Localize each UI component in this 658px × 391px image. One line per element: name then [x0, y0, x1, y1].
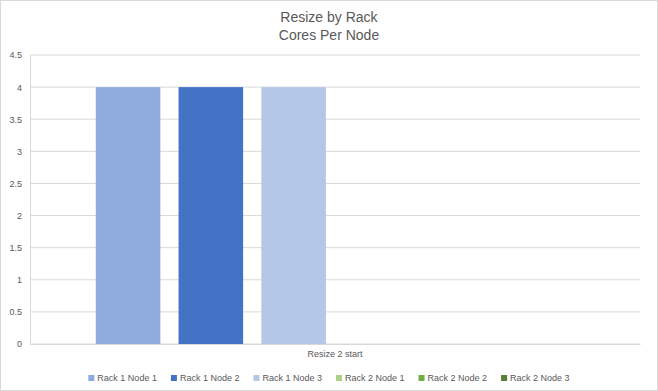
y-tick: 4.5 — [9, 50, 30, 60]
x-axis-line — [31, 344, 641, 345]
legend-swatch — [419, 375, 425, 381]
legend-swatch — [88, 375, 94, 381]
bars — [96, 87, 326, 344]
y-tick-label: 4 — [17, 82, 22, 92]
y-tick: 4 — [17, 82, 30, 92]
x-tick: Resize 2 start — [307, 344, 363, 359]
y-tick: 0.5 — [9, 307, 30, 317]
y-tick-label: 0.5 — [9, 307, 22, 317]
chart-border — [1, 1, 658, 391]
y-tick: 0 — [17, 339, 30, 349]
y-tick: 2.5 — [9, 179, 30, 189]
y-tick-label: 3.5 — [9, 115, 22, 125]
chart: Resize by Rack Cores Per Node 0 0.5 1 1.5 2 2.5… — [0, 0, 658, 391]
y-tick-label: 1.5 — [9, 243, 22, 253]
legend-label: Rack 1 Node 3 — [262, 373, 322, 383]
title: Resize by Rack — [280, 9, 378, 25]
legend-item: Rack 1 Node 1 — [88, 373, 157, 383]
y-tick-label: 0 — [17, 339, 22, 349]
y-tick: 3 — [17, 147, 30, 157]
y-tick: 1.5 — [9, 243, 30, 253]
legend-label: Rack 1 Node 2 — [180, 373, 240, 383]
y-tick-label: 4.5 — [9, 50, 22, 60]
bar — [179, 87, 244, 344]
y-axis: 0 0.5 1 1.5 2 2.5 3 3.5 4 4.5 — [9, 50, 30, 349]
y-tick-label: 2.5 — [9, 179, 22, 189]
y-axis-line — [30, 56, 31, 345]
legend-label: Rack 1 Node 1 — [97, 373, 157, 383]
series — [179, 87, 244, 344]
y-tick-label: 2 — [17, 211, 22, 221]
legend: Rack 1 Node 1 Rack 1 Node 2 Rack 1 Node 3 R… — [88, 373, 569, 383]
legend-item: Rack 1 Node 2 — [171, 373, 240, 383]
grid — [30, 55, 640, 344]
y-tick: 2 — [17, 211, 30, 221]
plot: 0 0.5 1 1.5 2 2.5 3 3.5 4 4.5 Resize 2 start — [9, 50, 640, 359]
series — [96, 87, 161, 344]
legend-label: Rack 2 Node 2 — [428, 373, 488, 383]
legend-label: Rack 2 Node 1 — [345, 373, 405, 383]
y-tick-label: 3 — [17, 147, 22, 157]
x-tick-label: Resize 2 start — [307, 349, 363, 359]
legend-swatch — [501, 375, 507, 381]
legend-swatch — [336, 375, 342, 381]
subtitle: Cores Per Node — [279, 27, 380, 43]
bar — [510, 344, 575, 345]
legend-swatch — [253, 375, 259, 381]
bar — [427, 344, 492, 345]
legend-item: Rack 2 Node 1 — [336, 373, 405, 383]
legend-item: Rack 2 Node 3 — [501, 373, 570, 383]
series — [261, 87, 326, 344]
legend-item: Rack 2 Node 2 — [419, 373, 488, 383]
legend-item: Rack 1 Node 3 — [253, 373, 322, 383]
grid-line — [30, 55, 640, 56]
legend-label: Rack 2 Node 3 — [510, 373, 570, 383]
bar — [261, 87, 326, 344]
y-tick-label: 1 — [17, 275, 22, 285]
bar — [96, 87, 161, 344]
bar — [344, 344, 409, 345]
y-tick: 3.5 — [9, 115, 30, 125]
x-axis: Resize 2 start — [31, 344, 641, 359]
legend-swatch — [171, 375, 177, 381]
y-tick: 1 — [17, 275, 30, 285]
